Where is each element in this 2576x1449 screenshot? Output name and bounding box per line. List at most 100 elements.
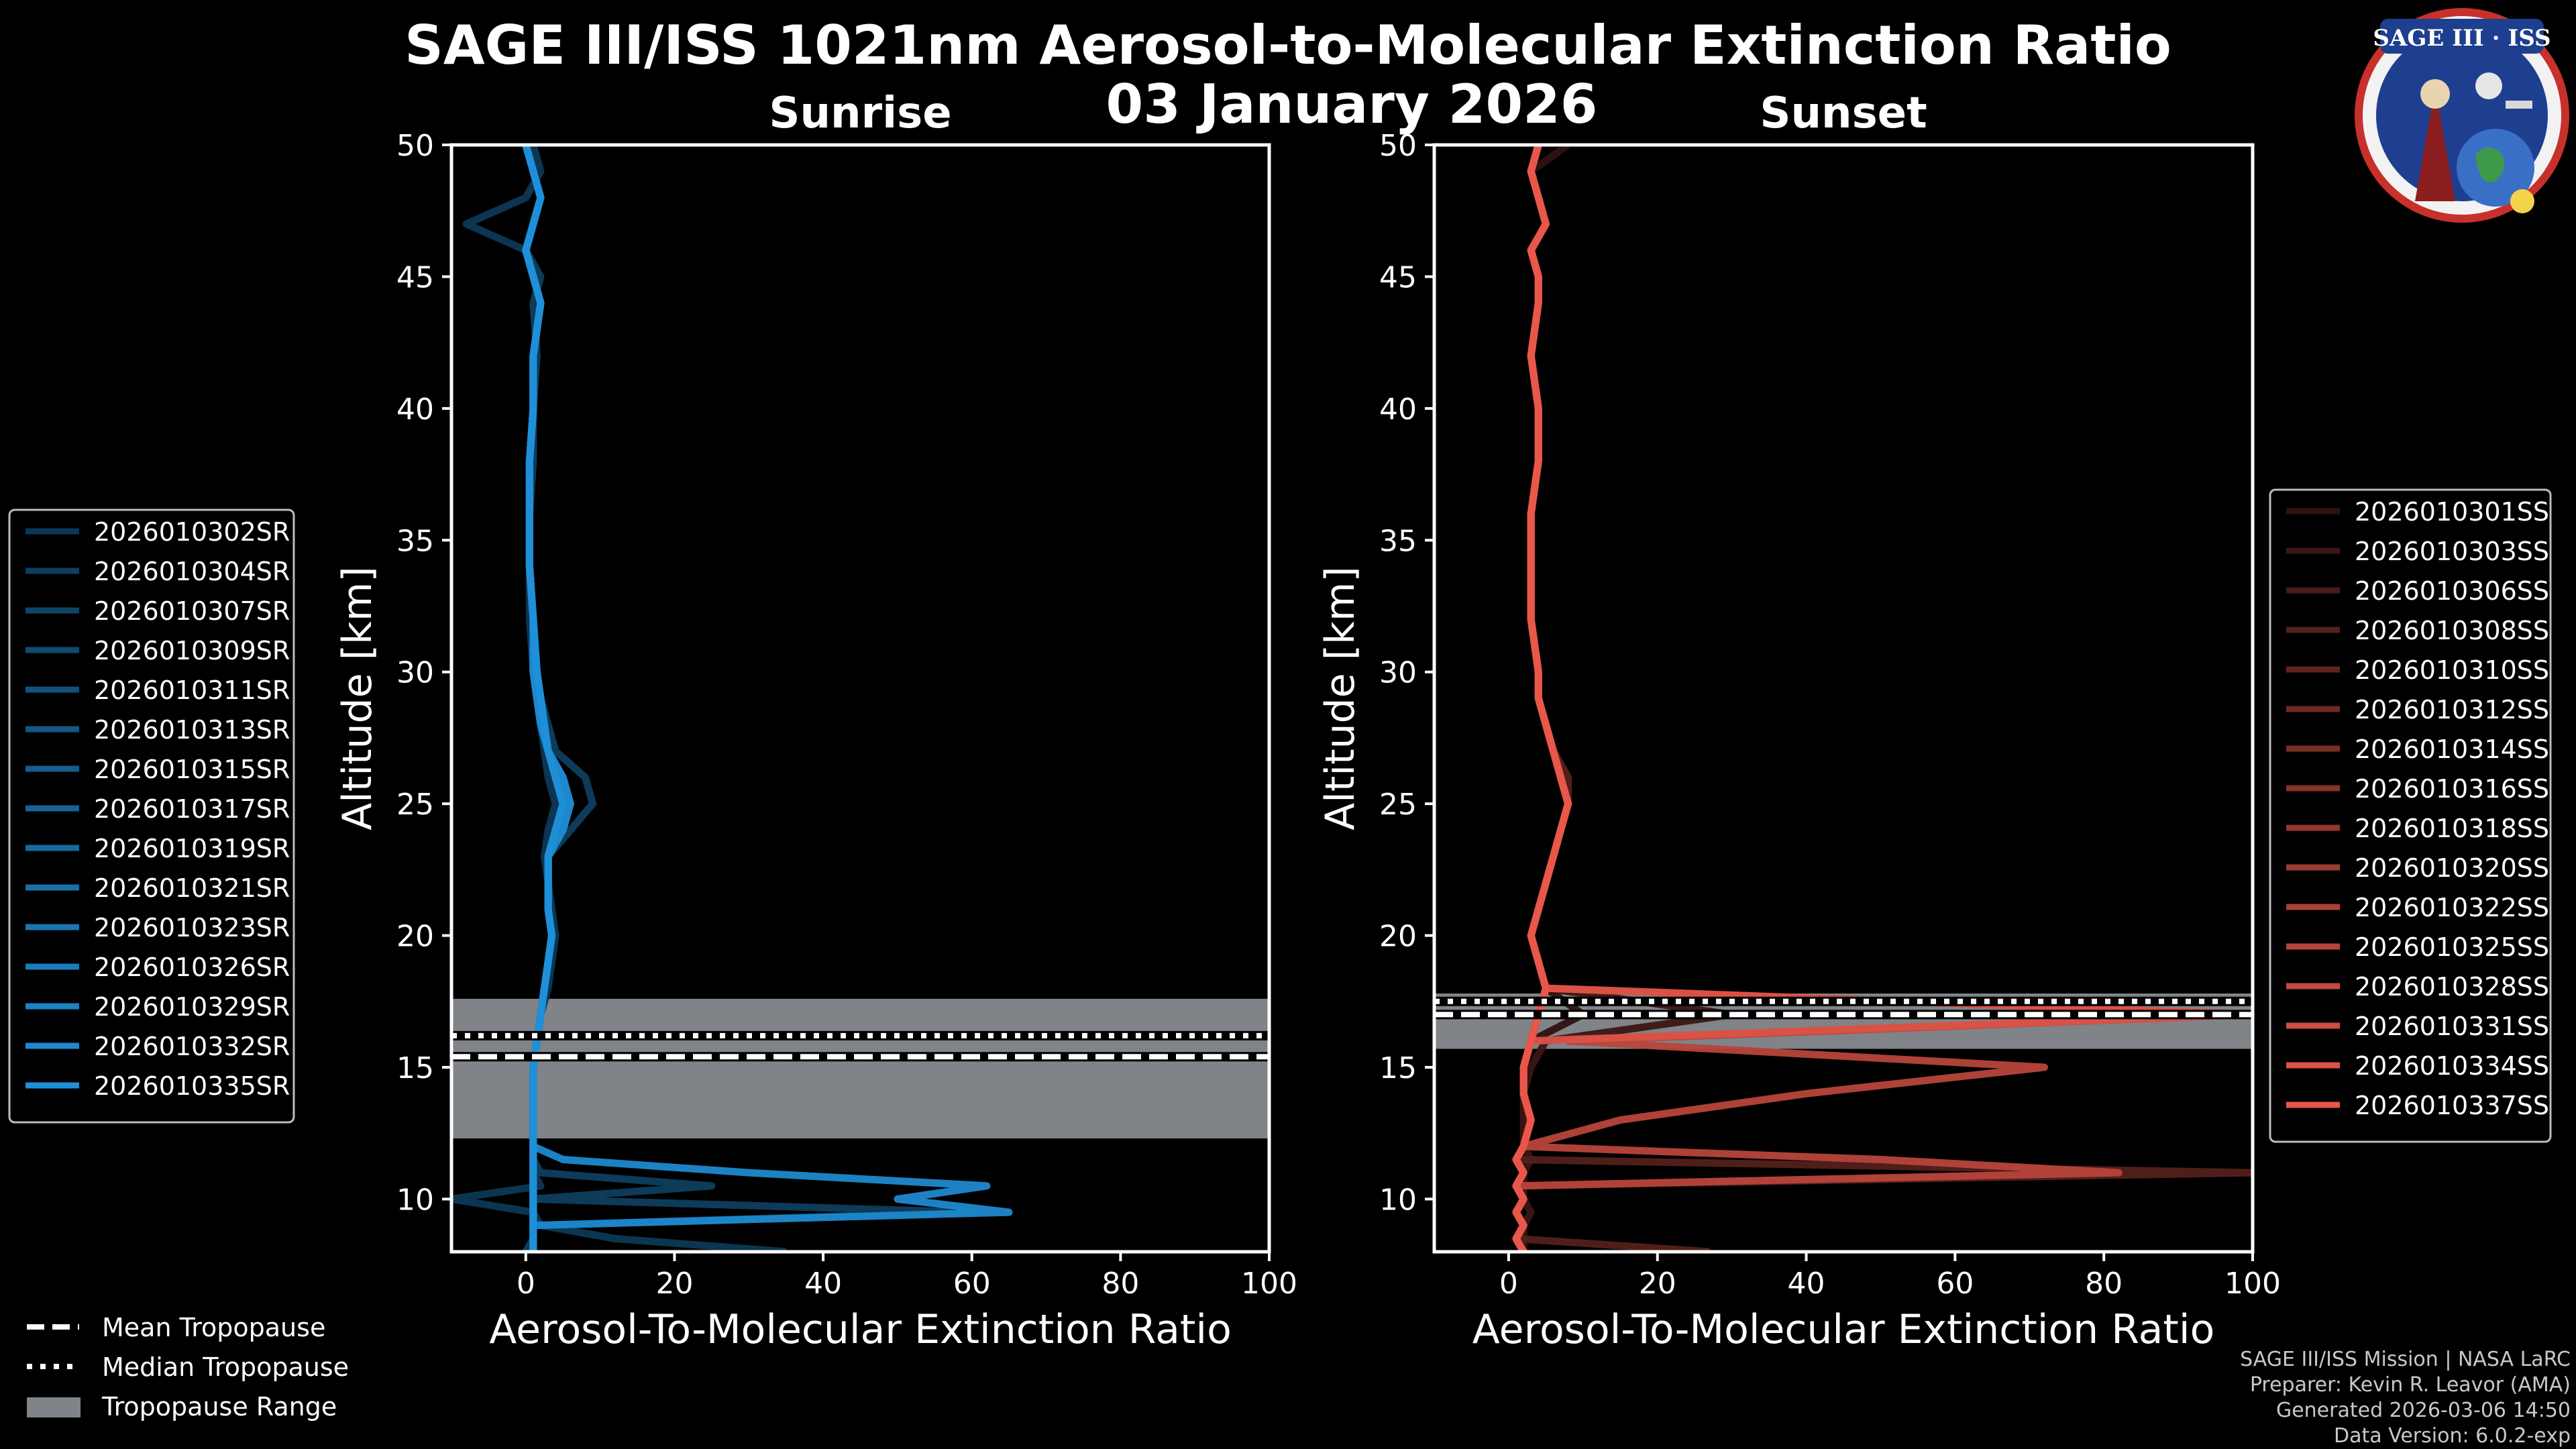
tropopause-range-label: Tropopause Range xyxy=(101,1392,337,1421)
y-tick-label: 20 xyxy=(396,920,434,954)
legend-label-2026010312SS: 2026010312SS xyxy=(2355,695,2549,724)
credit-generated: Generated 2026-03-06 14:50 xyxy=(2276,1399,2571,1422)
x-tick-label: 60 xyxy=(953,1267,991,1301)
x-tick-label: 0 xyxy=(517,1267,535,1301)
sunrise-legend-box xyxy=(8,508,295,1124)
sunset-x-axis-label: Aerosol-To-Molecular Extinction Ratio xyxy=(1472,1306,2215,1353)
y-tick-label: 25 xyxy=(1379,788,1417,822)
median-tropopause-label: Median Tropopause xyxy=(102,1352,349,1382)
legend-label-2026010337SS: 2026010337SS xyxy=(2355,1091,2549,1120)
legend-label-2026010331SS: 2026010331SS xyxy=(2355,1012,2549,1041)
x-tick-label: 40 xyxy=(1788,1267,1825,1301)
legend-label-2026010306SS: 2026010306SS xyxy=(2355,576,2549,606)
logo-figure-icon xyxy=(2415,87,2455,201)
credits: SAGE III/ISS Mission | NASA LaRC Prepare… xyxy=(2240,1348,2571,1448)
y-tick-label: 40 xyxy=(396,392,434,427)
legend-label-2026010321SR: 2026010321SR xyxy=(94,873,290,903)
x-tick-label: 40 xyxy=(804,1267,842,1301)
legend-label-2026010322SS: 2026010322SS xyxy=(2355,893,2549,922)
logo-banner xyxy=(2380,19,2544,54)
sunrise-y-axis-label: Altitude [km] xyxy=(334,566,381,830)
y-tick-label: 20 xyxy=(1379,920,1417,954)
logo-sun-icon xyxy=(2510,189,2534,213)
credit-preparer: Preparer: Kevin R. Leavor (AMA) xyxy=(2250,1373,2571,1397)
sunrise-axes-frame xyxy=(449,143,1271,1254)
x-tick-label: 100 xyxy=(2224,1267,2281,1301)
sunrise-x-axis-label: Aerosol-To-Molecular Extinction Ratio xyxy=(489,1306,1232,1353)
sunset-plot-area xyxy=(1434,145,2253,1252)
y-tick-label: 50 xyxy=(396,129,434,163)
legend-label-2026010301SS: 2026010301SS xyxy=(2355,497,2549,527)
tropopause-legend: Mean Tropopause Median Tropopause Tropop… xyxy=(27,1313,349,1421)
legend-label-2026010310SS: 2026010310SS xyxy=(2355,655,2549,685)
sunrise-tropopause-range xyxy=(451,998,1269,1139)
logo-station-icon xyxy=(2506,101,2532,109)
sunset-series-group xyxy=(1512,145,2253,1252)
legend-label-2026010334SS: 2026010334SS xyxy=(2355,1051,2549,1081)
y-tick-label: 30 xyxy=(1379,656,1417,690)
x-tick-label: 60 xyxy=(1936,1267,1974,1301)
tropopause-range-swatch xyxy=(27,1397,80,1417)
y-tick-label: 35 xyxy=(1379,524,1417,558)
sunset-legend-box xyxy=(2269,488,2552,1143)
x-tick-label: 80 xyxy=(2085,1267,2123,1301)
legend-label-2026010323SR: 2026010323SR xyxy=(94,913,290,943)
legend-label-2026010303SS: 2026010303SS xyxy=(2355,537,2549,566)
logo-label: SAGE III · ISS xyxy=(2373,25,2551,52)
figure-title: SAGE III/ISS 1021nm Aerosol-to-Molecular… xyxy=(405,14,2171,76)
x-tick-label: 20 xyxy=(1639,1267,1676,1301)
x-tick-label: 80 xyxy=(1102,1267,1139,1301)
legend-label-2026010318SS: 2026010318SS xyxy=(2355,814,2549,843)
sunrise-legend: 2026010302SR 2026010304SR 2026010307SR 2026… xyxy=(8,508,295,1124)
credit-data-version: Data Version: 6.0.2-exp xyxy=(2334,1424,2571,1448)
sunrise-panel-title: Sunrise xyxy=(769,89,951,138)
legend-label-2026010325SS: 2026010325SS xyxy=(2355,932,2549,962)
logo-head-icon xyxy=(2420,79,2450,109)
y-tick-label: 25 xyxy=(396,788,434,822)
legend-label-2026010314SS: 2026010314SS xyxy=(2355,735,2549,764)
x-tick-label: 20 xyxy=(655,1267,693,1301)
y-tick-label: 15 xyxy=(1379,1051,1417,1085)
y-tick-label: 10 xyxy=(1379,1183,1417,1217)
legend-label-2026010319SR: 2026010319SR xyxy=(94,834,290,863)
legend-label-2026010317SR: 2026010317SR xyxy=(94,794,290,824)
mean-tropopause-label: Mean Tropopause xyxy=(102,1313,325,1342)
y-tick-label: 45 xyxy=(396,260,434,294)
y-tick-label: 10 xyxy=(396,1183,434,1217)
y-tick-label: 40 xyxy=(1379,392,1417,427)
sunset-legend: 2026010301SS 2026010303SS 2026010306SS 2026… xyxy=(2269,488,2552,1143)
legend-label-2026010315SR: 2026010315SR xyxy=(94,755,290,784)
legend-label-2026010335SR: 2026010335SR xyxy=(94,1071,290,1101)
logo-moon-icon xyxy=(2475,72,2502,99)
sunset-panel-title: Sunset xyxy=(1760,89,1927,138)
legend-label-2026010308SS: 2026010308SS xyxy=(2355,616,2549,645)
figure-date: 03 January 2026 xyxy=(1106,73,1598,136)
legend-label-2026010332SR: 2026010332SR xyxy=(94,1032,290,1061)
legend-label-2026010328SS: 2026010328SS xyxy=(2355,972,2549,1002)
legend-label-2026010302SR: 2026010302SR xyxy=(94,517,290,547)
sage-iii-iss-logo: SAGE III · ISS xyxy=(2355,8,2569,223)
legend-label-2026010329SR: 2026010329SR xyxy=(94,992,290,1022)
logo-continent-icon xyxy=(2475,148,2505,182)
sunset-axes-frame xyxy=(1432,143,2255,1254)
y-tick-label: 30 xyxy=(396,656,434,690)
legend-label-2026010311SR: 2026010311SR xyxy=(94,676,290,705)
x-tick-label: 100 xyxy=(1241,1267,1297,1301)
y-tick-label: 50 xyxy=(1379,129,1417,163)
legend-label-2026010326SR: 2026010326SR xyxy=(94,953,290,982)
series-line-2026010335SR xyxy=(522,145,567,1252)
y-tick-label: 15 xyxy=(396,1051,434,1085)
y-tick-label: 35 xyxy=(396,524,434,558)
sunrise-panel: 0 20 40 60 80 100 10 15 20 25 30 35 40 45 50 Sunrise Aer… xyxy=(334,89,1297,1353)
legend-label-2026010309SR: 2026010309SR xyxy=(94,636,290,665)
y-tick-label: 45 xyxy=(1379,260,1417,294)
sunset-panel: 0 20 40 60 80 100 10 15 20 25 30 35 40 45 50 Sunset Aero… xyxy=(1317,89,2281,1353)
legend-label-2026010304SR: 2026010304SR xyxy=(94,557,290,586)
legend-label-2026010316SS: 2026010316SS xyxy=(2355,774,2549,804)
legend-label-2026010320SS: 2026010320SS xyxy=(2355,853,2549,883)
x-tick-label: 0 xyxy=(1499,1267,1518,1301)
legend-label-2026010313SR: 2026010313SR xyxy=(94,715,290,745)
credit-mission: SAGE III/ISS Mission | NASA LaRC xyxy=(2240,1348,2571,1371)
series-line-2026010337SS xyxy=(1512,145,1572,1252)
